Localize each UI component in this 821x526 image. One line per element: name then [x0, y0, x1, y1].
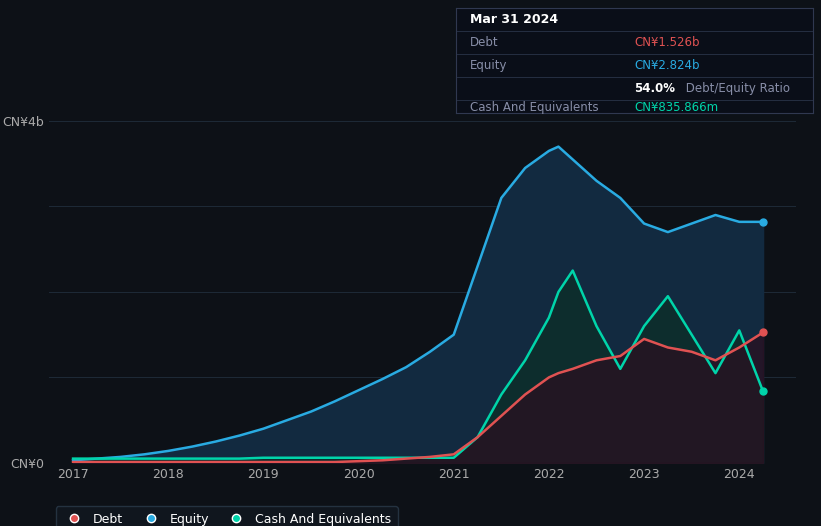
- Text: Debt: Debt: [470, 36, 498, 49]
- Text: Debt/Equity Ratio: Debt/Equity Ratio: [682, 83, 791, 95]
- Legend: Debt, Equity, Cash And Equivalents: Debt, Equity, Cash And Equivalents: [56, 507, 397, 526]
- Text: 54.0%: 54.0%: [635, 83, 675, 95]
- Text: Equity: Equity: [470, 59, 507, 72]
- Text: Mar 31 2024: Mar 31 2024: [470, 13, 558, 26]
- Text: CN¥2.824b: CN¥2.824b: [635, 59, 699, 72]
- Text: CN¥1.526b: CN¥1.526b: [635, 36, 699, 49]
- Text: Cash And Equivalents: Cash And Equivalents: [470, 102, 599, 114]
- Text: CN¥835.866m: CN¥835.866m: [635, 102, 718, 114]
